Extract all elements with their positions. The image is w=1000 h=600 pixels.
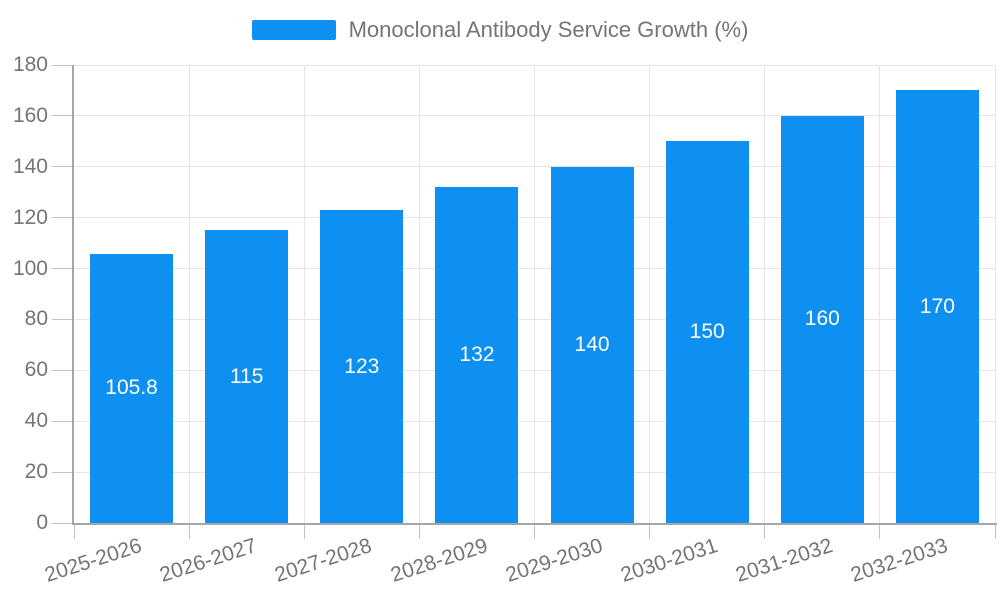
x-gridline — [188, 65, 190, 523]
x-tick — [534, 523, 535, 539]
y-axis-label: 20 — [24, 460, 48, 484]
y-axis-label: 60 — [24, 358, 48, 382]
bar[interactable]: 115 — [205, 230, 289, 523]
y-axis-label: 180 — [12, 53, 48, 76]
x-gridline — [879, 65, 881, 523]
y-tick — [52, 268, 72, 270]
bar[interactable]: 132 — [435, 187, 519, 523]
y-tick — [52, 115, 72, 117]
bar-value-label: 140 — [574, 332, 610, 356]
plot-area: 105.8 115 123 132 140 150 160 170 0 20 40 60 80 100 12… — [13, 53, 997, 587]
bar-value-label: 115 — [229, 364, 264, 388]
y-tick — [52, 166, 72, 168]
y-tick — [52, 64, 72, 66]
y-axis-label: 80 — [24, 307, 48, 331]
x-gridline — [649, 65, 651, 523]
x-tick — [303, 523, 305, 539]
bar-value-label: 150 — [689, 320, 725, 344]
x-gridline — [994, 65, 996, 523]
bar[interactable]: 160 — [780, 115, 864, 523]
x-gridline — [303, 65, 305, 523]
x-tick — [764, 523, 766, 539]
y-axis-label: 0 — [36, 511, 48, 534]
legend-label: Monoclonal Antibody Service Growth (%) — [348, 17, 749, 42]
bar[interactable]: 150 — [665, 141, 749, 523]
y-tick — [52, 318, 72, 320]
bar-value-label: 123 — [344, 354, 380, 378]
x-axis-label: 2026-2027 — [157, 534, 260, 587]
x-axis-label: 2031-2032 — [732, 534, 836, 587]
bar[interactable]: 170 — [895, 90, 979, 523]
x-tick — [73, 523, 75, 539]
x-tick — [879, 523, 881, 539]
x-axis-label: 2027-2028 — [272, 534, 375, 587]
bar[interactable]: 105.8 — [90, 253, 174, 523]
bar-value-label: 132 — [459, 343, 495, 367]
x-gridline — [534, 65, 535, 523]
y-axis-label: 40 — [24, 409, 48, 433]
y-axis-line — [72, 65, 74, 523]
y-axis-label: 120 — [12, 205, 48, 229]
legend-item[interactable]: Monoclonal Antibody Service Growth (%) — [0, 16, 1000, 44]
x-axis-label: 2028-2029 — [387, 534, 491, 587]
bar-value-label: 170 — [919, 294, 955, 318]
x-tick — [649, 523, 651, 539]
x-axis-label: 2025-2026 — [42, 534, 145, 587]
bar[interactable]: 140 — [550, 166, 634, 523]
bar-value-label: 105.8 — [105, 376, 158, 400]
bar[interactable]: 123 — [320, 210, 404, 523]
x-axis-label: 2029-2030 — [502, 534, 606, 587]
x-axis-label: 2032-2033 — [847, 534, 951, 587]
y-tick — [52, 217, 72, 219]
y-axis-label: 140 — [12, 154, 48, 178]
x-tick — [418, 523, 420, 539]
y-tick — [52, 471, 72, 473]
x-axis-label: 2030-2031 — [617, 534, 721, 587]
legend-swatch-icon — [251, 20, 336, 40]
x-gridline — [764, 65, 766, 523]
x-tick — [994, 523, 996, 539]
y-tick — [52, 420, 72, 422]
y-tick — [52, 522, 72, 524]
x-axis-line — [72, 523, 997, 525]
bar-value-label: 160 — [804, 307, 840, 331]
y-axis-label: 100 — [12, 256, 48, 280]
y-axis-label: 160 — [12, 103, 48, 127]
x-tick — [188, 523, 190, 539]
x-gridline — [418, 65, 420, 523]
y-tick — [52, 369, 72, 371]
